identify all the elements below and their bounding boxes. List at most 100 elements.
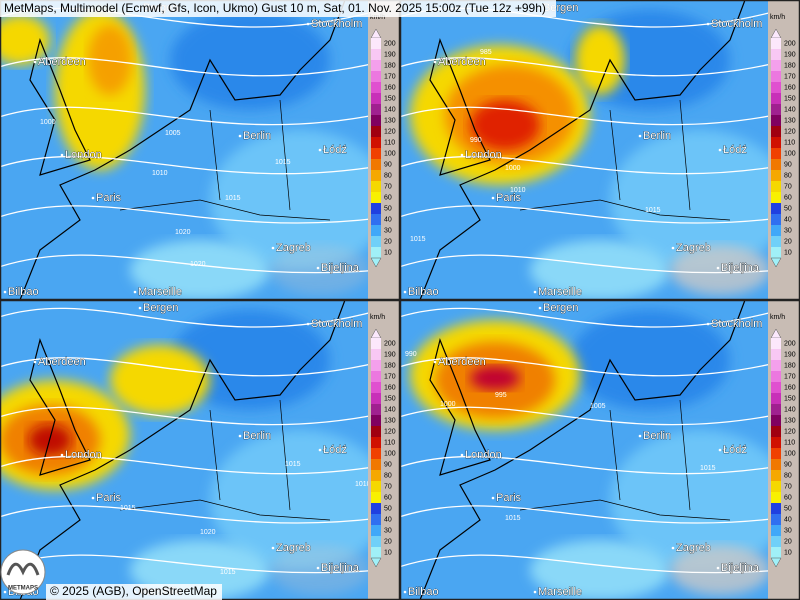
colorbar-swatch <box>771 126 781 137</box>
colorbar-label: 190 <box>384 351 396 358</box>
colorbar-swatch <box>771 104 781 115</box>
colorbar-label: 60 <box>384 194 392 201</box>
city-dot <box>271 246 275 250</box>
isobar <box>400 505 781 524</box>
isobar <box>400 106 781 126</box>
map-panel: 1000100510101015101510201020StockholmBer… <box>0 0 400 300</box>
city-label: Bilbao <box>8 286 39 298</box>
city-label: Łódź <box>323 444 347 456</box>
isobar-label: 990 <box>405 351 417 358</box>
city-dot <box>460 153 464 157</box>
city-dot <box>638 134 642 138</box>
isobar <box>400 406 781 426</box>
colorbar-swatch <box>371 349 381 360</box>
colorbar-label: 20 <box>784 538 792 545</box>
isobar <box>400 307 781 328</box>
colorbar-swatch <box>371 338 381 349</box>
colorbar-swatch <box>771 514 781 525</box>
colorbar-label: 70 <box>784 183 792 190</box>
colorbar-label: 70 <box>384 483 392 490</box>
isobar <box>400 205 781 224</box>
colorbar-swatch <box>771 71 781 82</box>
isobar <box>0 205 381 224</box>
colorbar-swatch <box>771 214 781 225</box>
calm-area <box>610 430 790 570</box>
city-label: London <box>465 449 502 461</box>
colorbar-swatch <box>371 159 381 170</box>
city-dot <box>460 453 464 457</box>
colorbar-label: 80 <box>384 172 392 179</box>
colorbar-label: 160 <box>384 84 396 91</box>
colorbar-label: 130 <box>384 417 396 424</box>
colorbar-swatch <box>371 236 381 247</box>
colorbar-label: 20 <box>384 538 392 545</box>
city-label: Bilbao <box>408 286 439 298</box>
colorbar-bottom-arrow <box>770 257 782 268</box>
coastline <box>429 338 491 476</box>
colorbar-label: 10 <box>784 249 792 256</box>
isobar <box>400 254 781 274</box>
colorbar-label: 170 <box>384 73 396 80</box>
colorbar-label: 200 <box>784 40 796 47</box>
colorbar-label: 10 <box>384 249 392 256</box>
isobar-label: 1020 <box>190 261 206 268</box>
colorbar-swatch <box>771 115 781 126</box>
colorbar-swatch <box>771 60 781 71</box>
city-dot <box>716 266 720 270</box>
city-dot <box>133 290 137 294</box>
isobar-label: 1015 <box>225 195 241 202</box>
colorbar-swatch <box>371 93 381 104</box>
colorbar-label: 200 <box>384 40 396 47</box>
colorbar-swatch <box>771 203 781 214</box>
copyright-backing <box>46 584 222 600</box>
city-label: Stockholm <box>711 318 762 330</box>
colorbar-swatch <box>771 426 781 437</box>
city-dot <box>271 546 275 550</box>
colorbar-swatch <box>371 104 381 115</box>
colorbar-swatch <box>771 492 781 503</box>
isobar-label: 1005 <box>590 403 606 410</box>
isobar <box>0 155 381 175</box>
land-gray <box>670 545 770 595</box>
city-dot <box>716 566 720 570</box>
city-label: Łódź <box>723 144 747 156</box>
colorbar-label: 50 <box>784 205 792 212</box>
isobar-label: 985 <box>480 49 492 56</box>
colorbar-label: 10 <box>384 549 392 556</box>
colorbar-label: 110 <box>784 139 795 146</box>
city-dot <box>33 60 37 64</box>
colorbar-swatch <box>771 360 781 371</box>
isobar <box>400 57 781 77</box>
colorbar-swatch <box>771 49 781 60</box>
city-dot <box>671 246 675 250</box>
colorbar-label: 40 <box>784 516 792 523</box>
coastline <box>19 0 346 300</box>
colorbar-swatch <box>371 115 381 126</box>
colorbar-label: 180 <box>784 62 796 69</box>
isobar-label: 1015 <box>275 159 291 166</box>
colorbar-swatch <box>371 137 381 148</box>
city-dot <box>306 322 310 326</box>
isobar <box>0 505 381 524</box>
city-label: Zagreb <box>676 242 711 254</box>
city-label: Zagreb <box>276 242 311 254</box>
colorbar-label: 170 <box>784 73 796 80</box>
colorbar-swatch <box>771 159 781 170</box>
colorbar-label: 40 <box>384 216 392 223</box>
colorbar-label: 180 <box>384 362 396 369</box>
colorbar-label: 120 <box>384 128 396 135</box>
logo-text: METMAPS <box>8 586 38 592</box>
city-label: Paris <box>96 192 122 204</box>
colorbar-unit: km/h <box>370 314 385 321</box>
colorbar-swatch <box>371 404 381 415</box>
colorbar-swatch <box>771 93 781 104</box>
city-dot <box>533 590 537 594</box>
isobar <box>0 307 381 328</box>
city-label: Łódź <box>323 144 347 156</box>
isobar-label: 1015 <box>220 569 236 576</box>
isobar <box>400 554 781 574</box>
city-label: Bijeljina <box>721 262 760 274</box>
coastline <box>29 38 91 176</box>
colorbar-label: 100 <box>384 450 396 457</box>
